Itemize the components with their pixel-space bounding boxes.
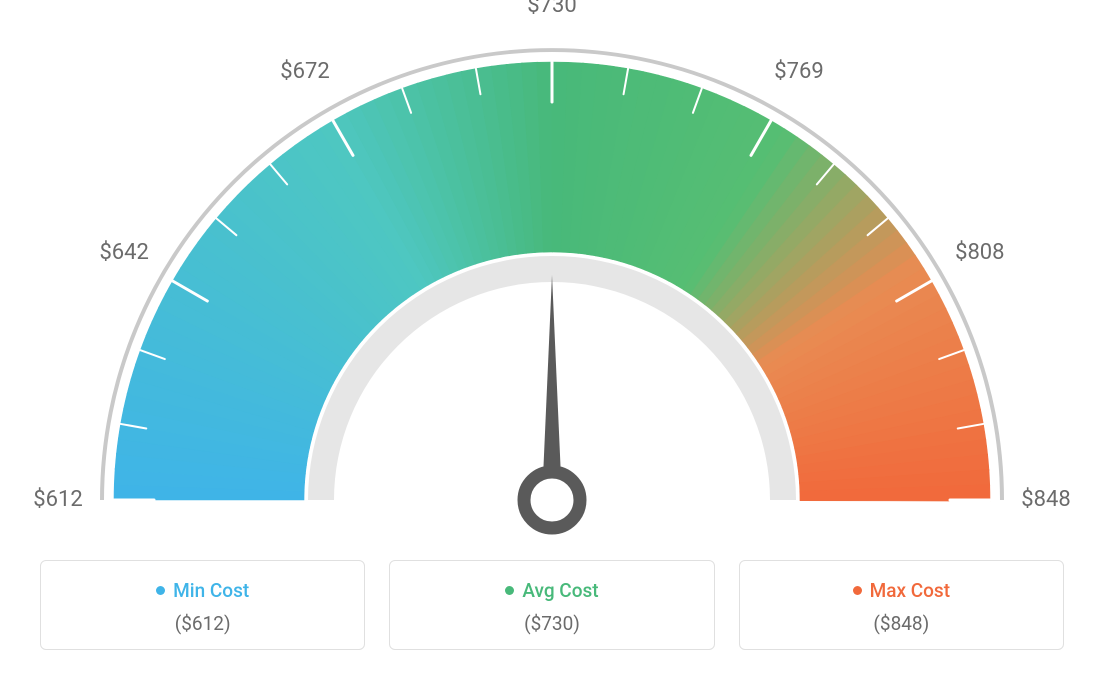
legend-label-avg: Avg Cost	[402, 579, 701, 602]
gauge-tick-label: $730	[527, 0, 576, 18]
gauge-tick-label: $769	[774, 59, 823, 84]
gauge-tick-label: $642	[99, 240, 148, 265]
legend-value-max: ($848)	[752, 612, 1051, 635]
legend-label-max: Max Cost	[752, 579, 1051, 602]
legend-card-max: Max Cost ($848)	[739, 560, 1064, 650]
legend-card-min: Min Cost ($612)	[40, 560, 365, 650]
legend-value-avg: ($730)	[402, 612, 701, 635]
dot-icon	[853, 586, 862, 595]
gauge-tick-label: $848	[1021, 487, 1070, 512]
gauge-svg: $612 $642 $672 $730 $769 $808 $848	[0, 0, 1104, 560]
gauge-tick-label: $808	[955, 240, 1004, 265]
legend-label-max-text: Max Cost	[870, 579, 950, 602]
legend-value-min: ($612)	[53, 612, 352, 635]
dot-icon	[156, 586, 165, 595]
gauge-chart: $612 $642 $672 $730 $769 $808 $848	[0, 0, 1104, 560]
legend-label-min-text: Min Cost	[173, 579, 249, 602]
dot-icon	[505, 586, 514, 595]
legend-row: Min Cost ($612) Avg Cost ($730) Max Cost…	[0, 560, 1104, 650]
gauge-tick-label: $612	[33, 487, 82, 512]
legend-card-avg: Avg Cost ($730)	[389, 560, 714, 650]
gauge-tick-label: $672	[280, 59, 329, 84]
legend-label-avg-text: Avg Cost	[522, 579, 598, 602]
legend-label-min: Min Cost	[53, 579, 352, 602]
